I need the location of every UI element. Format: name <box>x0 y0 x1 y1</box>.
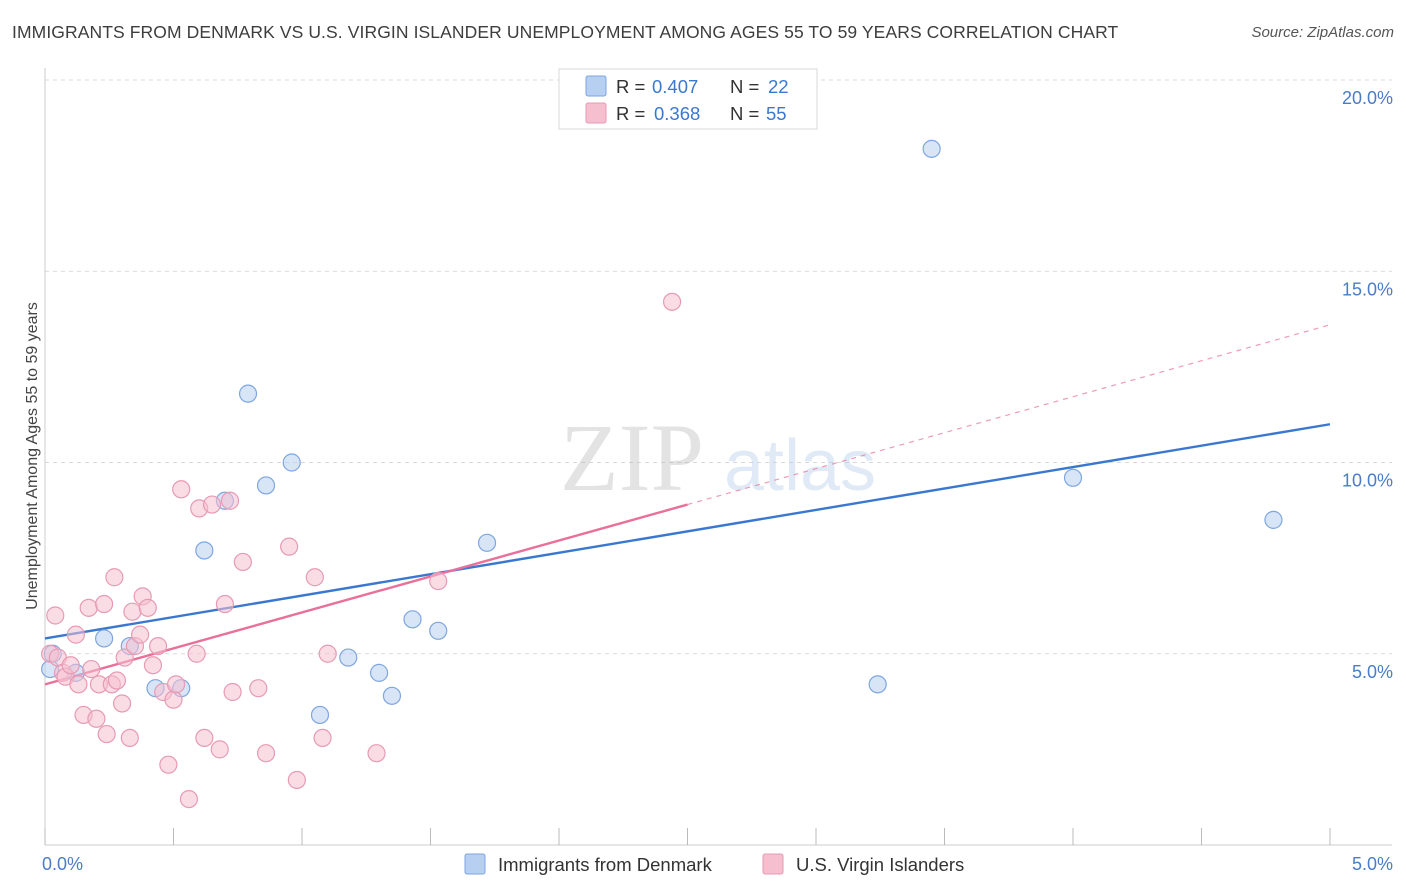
legend-r-label-1: R = <box>616 76 645 97</box>
point-virgin-islander <box>138 598 157 617</box>
legend-r-value-1: 0.407 <box>652 76 698 97</box>
point-virgin-islander <box>120 728 139 748</box>
legend-r-label-2: R = <box>616 103 645 124</box>
legend-n-label-2: N = <box>730 103 759 124</box>
point-virgin-islander <box>202 495 222 514</box>
legend-n-label-1: N = <box>730 76 759 97</box>
point-virgin-islander <box>249 679 268 698</box>
point-virgin-islander <box>166 675 186 694</box>
legend-box: R = 0.407 N = 22 R = 0.368 N = 55 <box>558 68 818 130</box>
point-denmark <box>1264 510 1283 529</box>
point-virgin-islander <box>367 744 386 763</box>
point-virgin-islander <box>233 552 252 572</box>
point-denmark <box>382 686 402 705</box>
data-points <box>41 139 1283 809</box>
y-tick-label: 5.0% <box>1352 662 1393 682</box>
point-virgin-islander <box>95 594 114 614</box>
trend-line-virgin-islander <box>44 503 688 686</box>
point-virgin-islander <box>87 709 106 728</box>
point-virgin-islander <box>66 625 85 644</box>
point-denmark <box>238 384 258 403</box>
point-virgin-islander <box>159 755 178 774</box>
legend-swatch-blue <box>585 75 607 97</box>
point-virgin-islander <box>662 292 682 311</box>
point-virgin-islander <box>280 537 299 556</box>
point-virgin-islander <box>215 594 234 614</box>
legend-swatch-pink <box>585 102 607 124</box>
point-denmark <box>282 453 301 472</box>
point-virgin-islander <box>210 740 229 759</box>
bottom-legend-swatch-blue <box>464 853 486 875</box>
point-virgin-islander <box>82 659 101 679</box>
source-label: Source: ZipAtlas.com <box>1251 24 1394 41</box>
watermark-zip: ZIP <box>560 404 704 511</box>
point-virgin-islander <box>287 770 306 790</box>
point-virgin-islander <box>112 694 132 713</box>
point-virgin-islander <box>123 602 142 621</box>
point-denmark <box>477 533 497 552</box>
point-virgin-islander <box>223 682 242 702</box>
y-tick-label: 15.0% <box>1342 279 1393 299</box>
point-virgin-islander <box>115 648 134 667</box>
bottom-legend-label-2: U.S. Virgin Islanders <box>796 854 964 875</box>
point-denmark <box>310 705 330 725</box>
point-virgin-islander <box>164 690 183 709</box>
watermark-atlas: atlas <box>724 426 876 506</box>
trend-line-denmark <box>44 423 1331 640</box>
point-denmark <box>195 541 214 560</box>
point-virgin-islander <box>130 625 150 644</box>
x-tick-labels: 0.0% 5.0% <box>42 854 1393 874</box>
point-virgin-islander <box>256 744 276 763</box>
gridlines <box>45 79 1392 655</box>
point-virgin-islander <box>195 728 214 748</box>
point-virgin-islander <box>305 568 324 587</box>
point-virgin-islander <box>313 728 332 748</box>
x-tick-label: 5.0% <box>1352 854 1393 874</box>
point-virgin-islander <box>187 644 206 663</box>
y-tick-label: 20.0% <box>1342 88 1393 108</box>
point-virgin-islander <box>61 656 80 675</box>
y-tick-labels: 5.0% 10.0% 15.0% 20.0% <box>1342 88 1393 682</box>
point-denmark <box>370 663 389 682</box>
point-denmark <box>403 610 422 629</box>
chart-title: IMMIGRANTS FROM DENMARK VS U.S. VIRGIN I… <box>12 22 1119 42</box>
point-virgin-islander <box>172 480 191 499</box>
point-denmark <box>339 648 358 667</box>
point-denmark <box>922 139 941 158</box>
point-denmark <box>868 675 887 694</box>
bottom-legend-swatch-pink <box>762 853 784 875</box>
trend-lines <box>44 324 1331 686</box>
point-virgin-islander <box>97 724 116 744</box>
point-virgin-islander <box>69 675 88 694</box>
point-virgin-islander <box>148 636 168 656</box>
trend-line-virgin-islander-extended <box>687 324 1331 506</box>
point-virgin-islander <box>105 568 124 587</box>
legend-r-value-2: 0.368 <box>654 103 700 124</box>
point-denmark <box>429 621 448 640</box>
legend-n-value-2: 55 <box>766 103 787 124</box>
point-denmark <box>256 476 276 495</box>
point-virgin-islander <box>179 789 199 809</box>
point-virgin-islander <box>79 598 98 617</box>
bottom-legend-label-1: Immigrants from Denmark <box>498 854 713 875</box>
axes <box>44 68 1392 846</box>
watermark: ZIP atlas <box>560 404 876 511</box>
point-denmark <box>95 629 114 648</box>
point-virgin-islander <box>143 656 163 675</box>
point-denmark <box>1063 468 1083 487</box>
legend-n-value-1: 22 <box>768 76 789 97</box>
point-virgin-islander <box>429 571 448 591</box>
bottom-legend: Immigrants from Denmark U.S. Virgin Isla… <box>464 853 964 875</box>
y-tick-label: 10.0% <box>1342 471 1393 491</box>
y-axis-label: Unemployment Among Ages 55 to 59 years <box>24 302 41 610</box>
point-virgin-islander <box>46 606 65 625</box>
point-virgin-islander <box>107 671 127 690</box>
x-tick-label: 0.0% <box>42 854 83 874</box>
point-virgin-islander <box>318 644 337 663</box>
point-virgin-islander <box>220 491 240 510</box>
